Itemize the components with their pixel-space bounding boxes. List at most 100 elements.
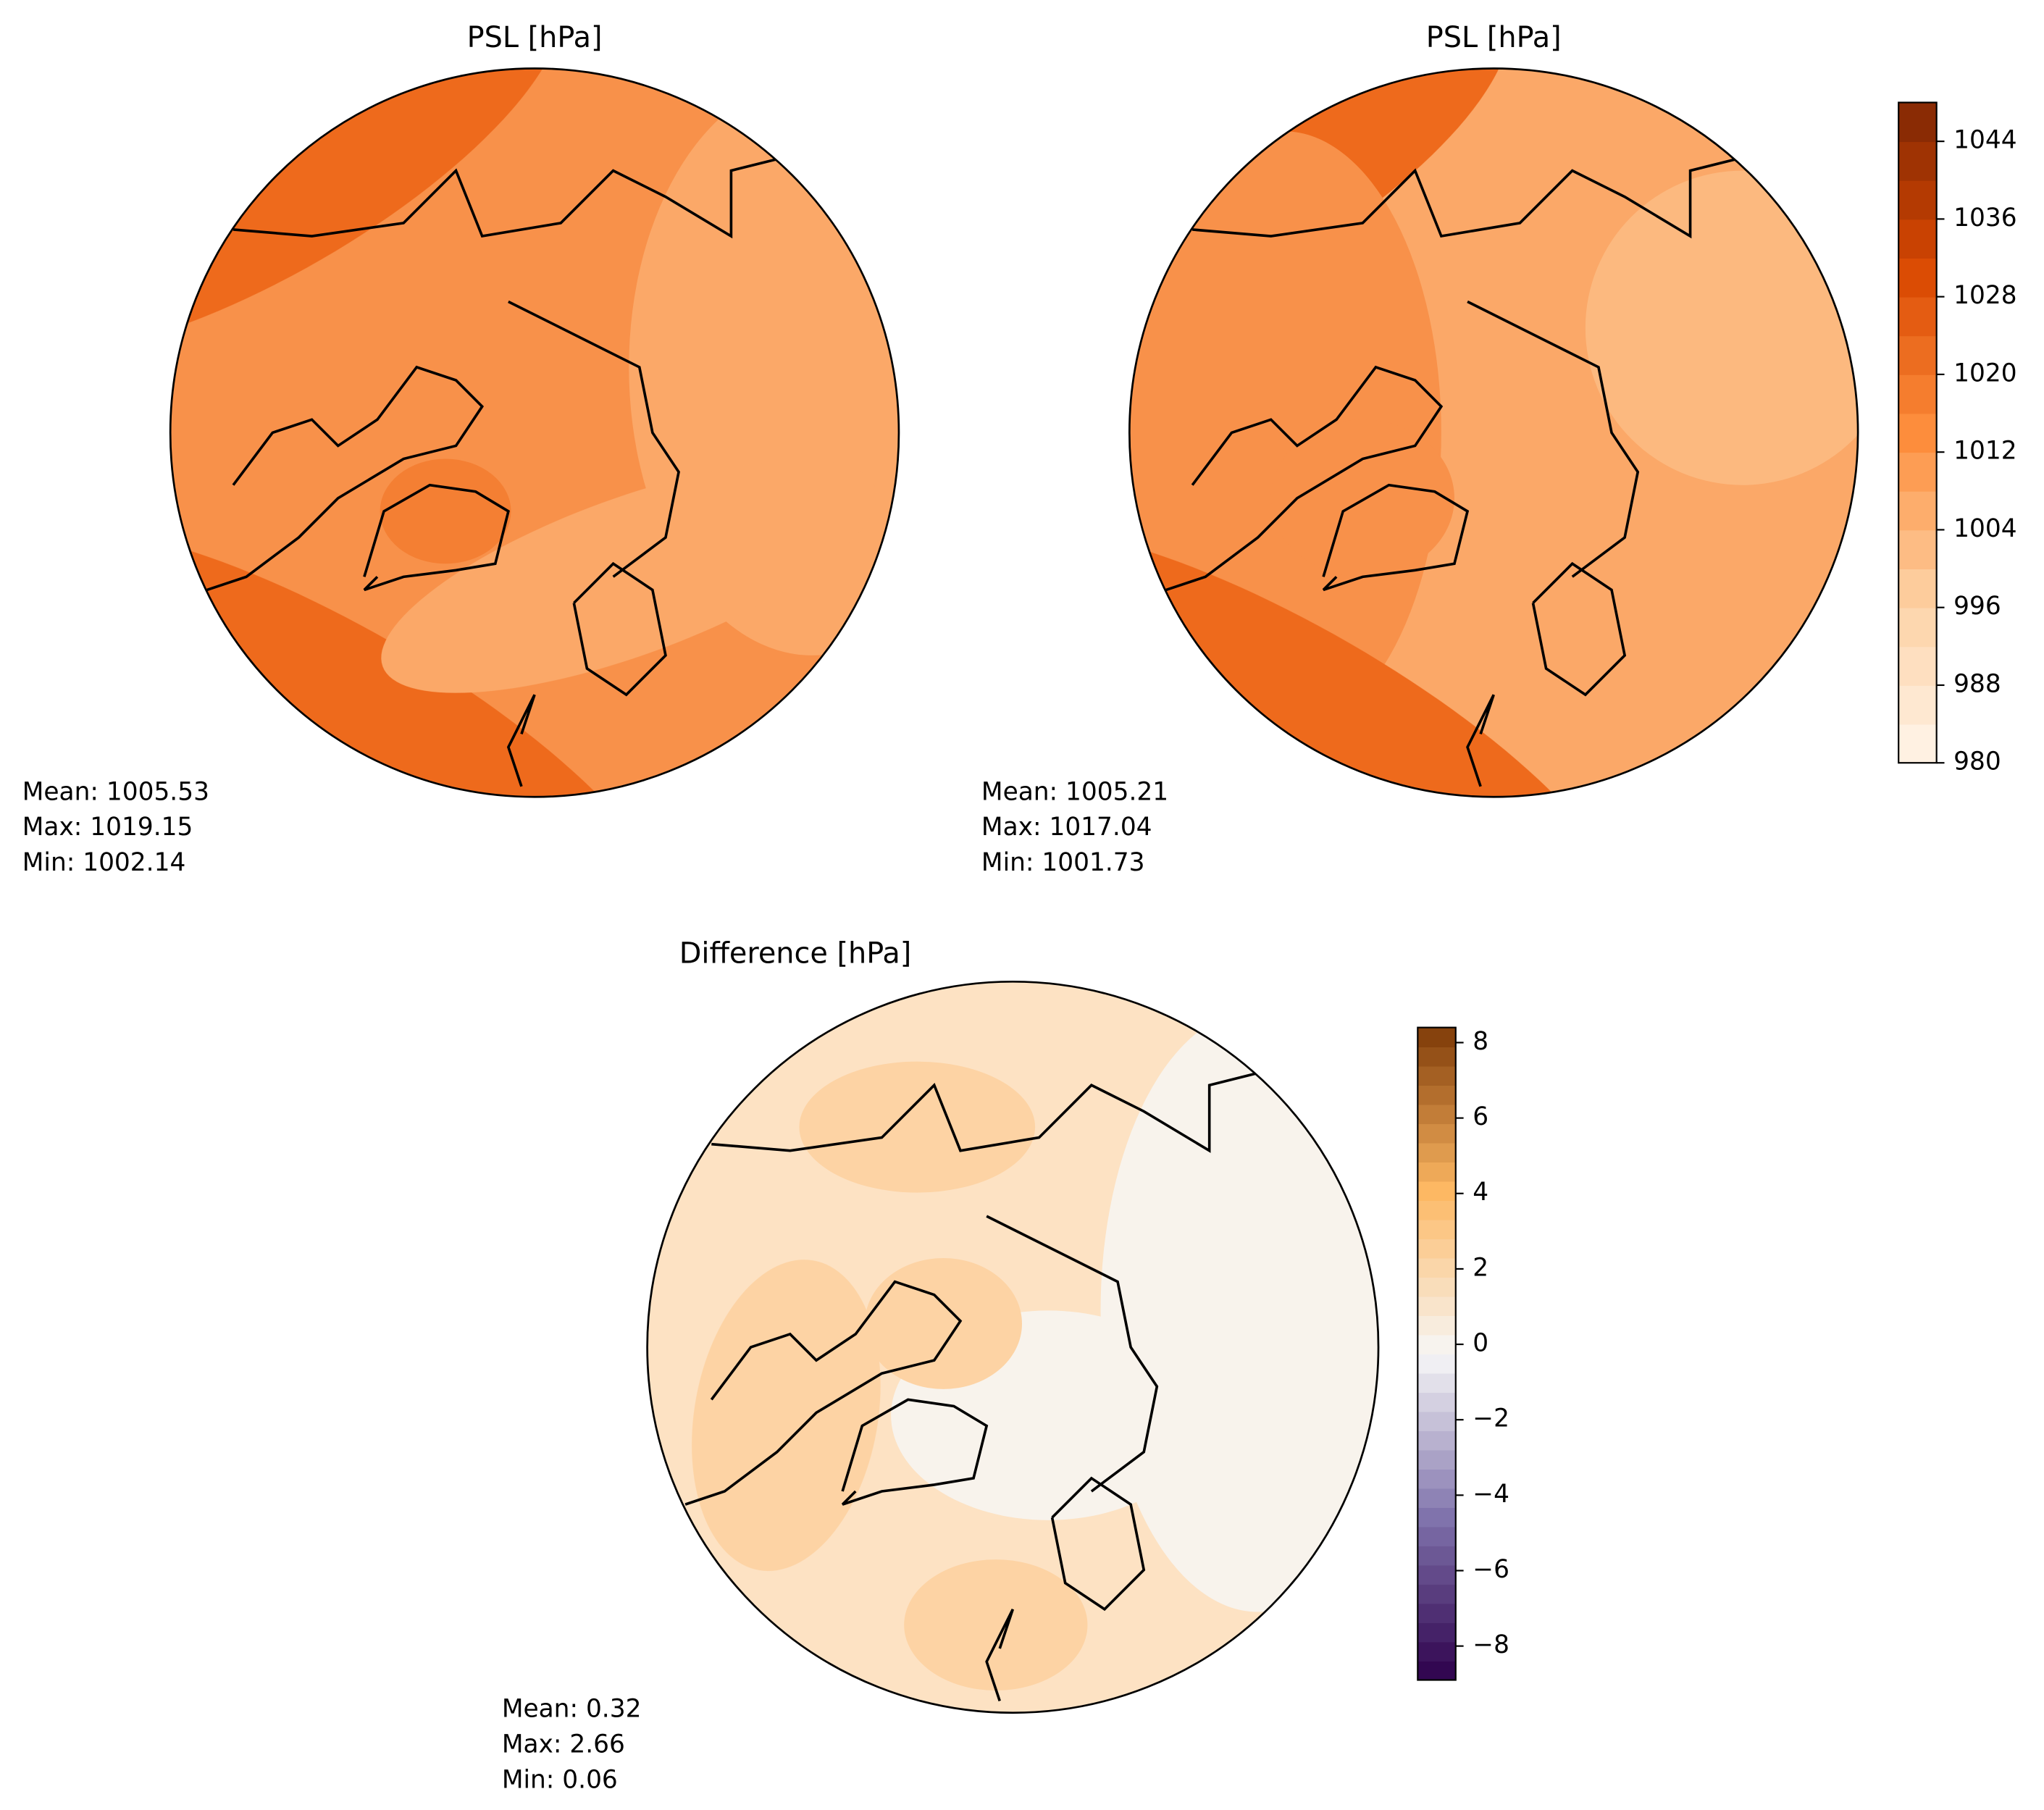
colorbar-band <box>1417 1469 1456 1489</box>
colorbar-band <box>1417 1392 1456 1412</box>
colorbar-tick-label: 8 <box>1473 1027 1488 1056</box>
coastline <box>1466 694 1495 787</box>
colorbar-band <box>1898 219 1937 259</box>
stat-text: Mean: 0.32 <box>502 1695 642 1724</box>
map-border <box>1128 67 1859 798</box>
map-contour <box>692 1260 881 1572</box>
colorbar-band <box>1417 1085 1456 1105</box>
coastline <box>1050 1476 1146 1612</box>
colorbar-frame <box>1898 101 1938 764</box>
colorbar-band <box>1898 452 1937 492</box>
map-border <box>646 980 1380 1714</box>
colorbar-band <box>1417 1526 1456 1546</box>
colorbar-tick-label: 980 <box>1953 747 2001 776</box>
map-contour <box>1100 1009 1379 1612</box>
coastline <box>711 1071 1262 1153</box>
colorbar-tick-label: 6 <box>1473 1102 1488 1131</box>
panel-title: PSL [hPa] <box>467 21 603 54</box>
colorbar-band <box>1417 1546 1456 1566</box>
colorbar-band <box>1417 1104 1456 1125</box>
colorbar-tick-label: 1036 <box>1953 204 2016 232</box>
colorbar-band <box>1898 335 1937 375</box>
stat-text: Min: 0.06 <box>502 1765 618 1794</box>
colorbar-band <box>1417 1277 1456 1297</box>
coastline <box>1322 483 1470 592</box>
panel-title: Difference [hPa] <box>679 937 912 971</box>
colorbar-band <box>1417 1641 1456 1662</box>
colorbar-band <box>1417 1584 1456 1604</box>
coastline <box>363 483 510 592</box>
stat-text: Mean: 1005.53 <box>22 777 209 806</box>
colorbar-band <box>1417 1354 1456 1374</box>
coastline <box>986 1215 1159 1493</box>
coastline <box>684 1280 963 1506</box>
colorbar-band <box>1417 1200 1456 1220</box>
colorbar-band <box>1417 1162 1456 1182</box>
colorbar-band <box>1898 569 1937 608</box>
colorbar-band <box>1898 180 1937 220</box>
colorbar-tick-label: −4 <box>1473 1480 1509 1509</box>
coastline <box>1165 365 1444 592</box>
map-contour <box>904 1559 1088 1690</box>
colorbar-band <box>1417 1661 1456 1681</box>
colorbar-tick-label: 0 <box>1473 1329 1488 1358</box>
map-contour <box>1270 419 1454 577</box>
coastline <box>233 156 784 239</box>
colorbar-band <box>1417 1488 1456 1508</box>
colorbar-band <box>1417 1065 1456 1086</box>
colorbar-band <box>1417 1507 1456 1528</box>
colorbar-band <box>1898 490 1937 531</box>
map-border <box>169 67 900 798</box>
map <box>647 981 1379 1713</box>
coastline <box>985 1609 1015 1702</box>
colorbar-band <box>1417 1334 1456 1354</box>
stat-text: Mean: 1005.21 <box>981 777 1168 806</box>
colorbar-band <box>1417 1047 1456 1067</box>
colorbar-band <box>1898 646 1937 686</box>
colorbar-tick-label: 1028 <box>1953 281 2016 310</box>
stat-text: Min: 1001.73 <box>981 848 1145 877</box>
coastline <box>841 1398 989 1506</box>
colorbar-band <box>1898 724 1937 764</box>
colorbar-tick-label: 2 <box>1473 1253 1488 1282</box>
panel-title: PSL [hPa] <box>1426 21 1562 54</box>
colorbar-band <box>1417 1373 1456 1393</box>
colorbar-tick-label: 1044 <box>1953 126 2016 155</box>
colorbar-tick-label: −2 <box>1473 1404 1509 1433</box>
colorbar-tick-label: 4 <box>1473 1178 1488 1207</box>
stat-text: Max: 1019.15 <box>22 813 193 842</box>
colorbar-tick-label: −6 <box>1473 1555 1509 1584</box>
colorbar-band <box>1417 1622 1456 1643</box>
map-contour <box>380 458 511 564</box>
colorbar-band <box>1417 1603 1456 1623</box>
colorbar-band <box>1898 374 1937 414</box>
colorbar-band <box>1898 102 1937 143</box>
colorbar-band <box>1898 529 1937 569</box>
coastline <box>508 300 680 578</box>
colorbar-band <box>1417 1181 1456 1202</box>
colorbar-tick-label: −8 <box>1473 1630 1509 1659</box>
colorbar-band <box>1417 1027 1456 1048</box>
map-contour <box>381 460 877 693</box>
stat-text: Max: 2.66 <box>502 1730 625 1759</box>
colorbar-tick-label: 1004 <box>1953 514 2016 543</box>
colorbar-band <box>1417 1449 1456 1470</box>
colorbar-band <box>1898 258 1937 298</box>
coastline <box>506 694 536 787</box>
colorbar-band <box>1417 1257 1456 1278</box>
colorbar-band <box>1417 1411 1456 1431</box>
map-contour <box>864 1258 1022 1389</box>
colorbar-band <box>1898 296 1937 337</box>
colorbar-frame <box>1417 1026 1457 1681</box>
colorbar-tick-label: 1012 <box>1953 437 2016 466</box>
colorbar-tick-label: 996 <box>1953 592 2001 621</box>
colorbar-band <box>1898 413 1937 453</box>
colorbar-band <box>1898 607 1937 648</box>
map-contour <box>1585 170 1859 485</box>
colorbar-band <box>1417 1315 1456 1336</box>
colorbar-band <box>1417 1430 1456 1451</box>
coastline <box>206 365 485 592</box>
colorbar-band <box>1417 1123 1456 1144</box>
colorbar-band <box>1417 1239 1456 1259</box>
colorbar-band <box>1898 684 1937 725</box>
